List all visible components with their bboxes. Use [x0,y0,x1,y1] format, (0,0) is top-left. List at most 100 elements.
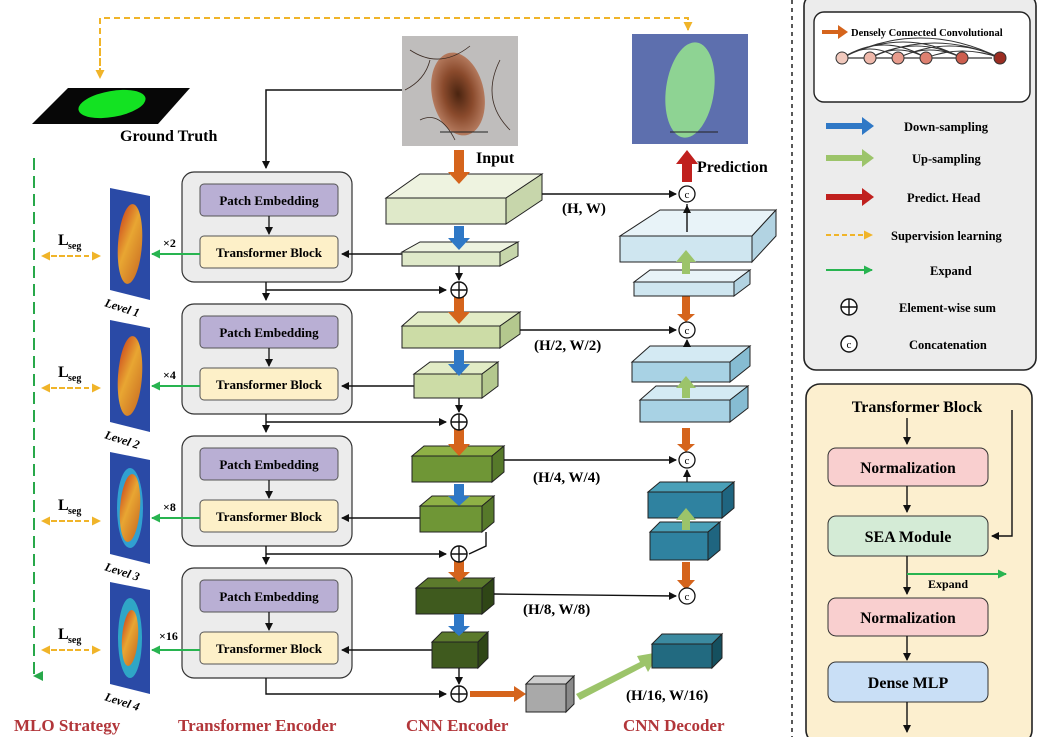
scale-3: (H/4, W/4) [533,470,600,486]
dense-conv-arrows [448,150,695,702]
encoder-block-1: Patch Embedding Transformer Block ×2 [151,171,353,283]
patch-embedding-1-label: Patch Embedding [219,193,319,208]
cnn-enc-stage-4 [414,576,496,616]
legend-concat-icon [840,335,858,353]
legend-panel: Densely Connected Convolutional Down-sam… [803,0,1037,371]
cnn-dec-stage-4 [646,480,736,562]
loss-label: L [58,626,69,643]
concat-symbol: c [685,325,690,337]
ground-truth-label: Ground Truth [120,128,217,145]
cnn-enc-stage-1 [384,173,544,225]
transformer-block-panel: Transformer Block Normalization SEA Modu… [805,383,1033,737]
tblock-expand-label: Expand [928,577,968,591]
cnn-enc-stage-2-down [412,361,500,399]
cnn-dec-stage-2 [632,269,752,297]
level-2-heatmap: Level 2 [102,320,150,452]
caption-encoder: Transformer Encoder [178,716,337,735]
encoder-block-4: Patch Embedding Transformer Block ×16 [151,567,353,679]
loss-label: L [58,497,69,514]
scale-5: (H/16, W/16) [626,688,708,704]
bottleneck-up-arrow [576,652,660,700]
mlo-loss-4: L seg [41,626,101,655]
legend-supervision: Supervision learning [891,229,1003,243]
patch-embedding-2-label: Patch Embedding [219,325,319,340]
mlo-loss-1: L seg [41,232,101,261]
mlo-loss-3: L seg [41,497,101,526]
encoder-connectors [262,250,459,698]
tblock-sea-label: SEA Module [865,529,952,546]
concatenations [678,185,696,605]
input-image [402,36,518,146]
transformer-block-1 [199,235,339,269]
skip-connections [493,190,691,600]
transformer-block-4-label: Transformer Block [216,641,323,656]
scale-1: (H, W) [562,201,606,217]
concatenation-symbols: c c c c [685,189,690,603]
prediction-label: Prediction [697,159,768,176]
up-sampling-arrows [676,250,696,530]
transformer-block-1-label: Transformer Block [216,245,323,260]
concat-symbol: c [685,189,690,201]
legend-sum-icon [840,298,858,316]
ground-truth-lesion [78,89,146,119]
legend-up: Up-sampling [912,152,982,166]
repeat-2: ×4 [163,368,176,382]
transformer-block-3 [199,499,339,533]
tblock-norm1 [827,447,989,487]
legend-head: Predict. Head [907,191,980,205]
level-3-label: Level 3 [102,559,141,584]
level-1-heatmap: Level 1 [102,188,150,320]
transformer-block-2 [199,367,339,401]
repeat-3: ×8 [163,500,176,514]
legend-up-icon [826,149,874,167]
legend-concat: Concatenation [909,338,987,352]
tblock-mlp [827,661,989,703]
transformer-block-4 [199,631,339,665]
down-sampling-arrows [448,226,470,636]
scale-2: (H/2, W/2) [534,338,601,354]
input-label: Input [476,150,515,167]
repeat-4: ×16 [159,629,178,643]
cnn-encoder-skip-lines [455,266,487,685]
encoder-block-3: Patch Embedding Transformer Block ×8 [151,435,353,547]
tblock-title: Transformer Block [852,399,983,416]
level-3-heatmap: Level 3 [102,452,150,584]
loss-label: L [58,232,69,249]
tblock-sea [827,515,989,557]
legend-down-icon [826,117,874,135]
loss-subscript: seg [68,241,81,252]
cnn-dec-stage-3 [630,344,752,424]
repeat-1: ×2 [163,236,176,250]
legend-dense-conv: Densely Connected Convolutional [851,28,1003,39]
loss-subscript: seg [68,635,81,646]
cnn-dec-stage-5 [650,632,724,670]
caption-cnn-decoder: CNN Decoder [623,716,725,735]
prediction-image [632,34,748,144]
level-2-label: Level 2 [102,427,141,452]
level-4-label: Level 4 [102,689,141,714]
legend-concat-symbol: c [847,339,852,351]
supervision-arc [99,17,693,74]
caption-mlo: MLO Strategy [14,716,121,735]
cnn-enc-stage-3-down [418,494,496,534]
patch-embedding-4-label: Patch Embedding [219,589,319,604]
transformer-block-3-label: Transformer Block [216,509,323,524]
predict-head-arrow [676,150,698,182]
legend-sum: Element-wise sum [899,301,996,315]
tblock-norm1-label: Normalization [860,460,956,477]
tblock-norm2 [827,597,989,637]
transformer-block-2-label: Transformer Block [216,377,323,392]
legend-down: Down-sampling [904,120,989,134]
caption-cnn-encoder: CNN Encoder [406,716,509,735]
encoder-block-2: Patch Embedding Transformer Block ×4 [151,303,353,415]
loss-subscript: seg [68,373,81,384]
legend-head-icon [826,188,874,206]
element-wise-sums [450,281,468,703]
cnn-enc-stage-3 [410,444,506,484]
scale-4: (H/8, W/8) [523,602,590,618]
concat-symbol: c [685,455,690,467]
mlo-loss-2: L seg [41,364,101,393]
level-4-heatmap: Level 4 [102,582,150,714]
tblock-mlp-label: Dense MLP [868,675,949,692]
